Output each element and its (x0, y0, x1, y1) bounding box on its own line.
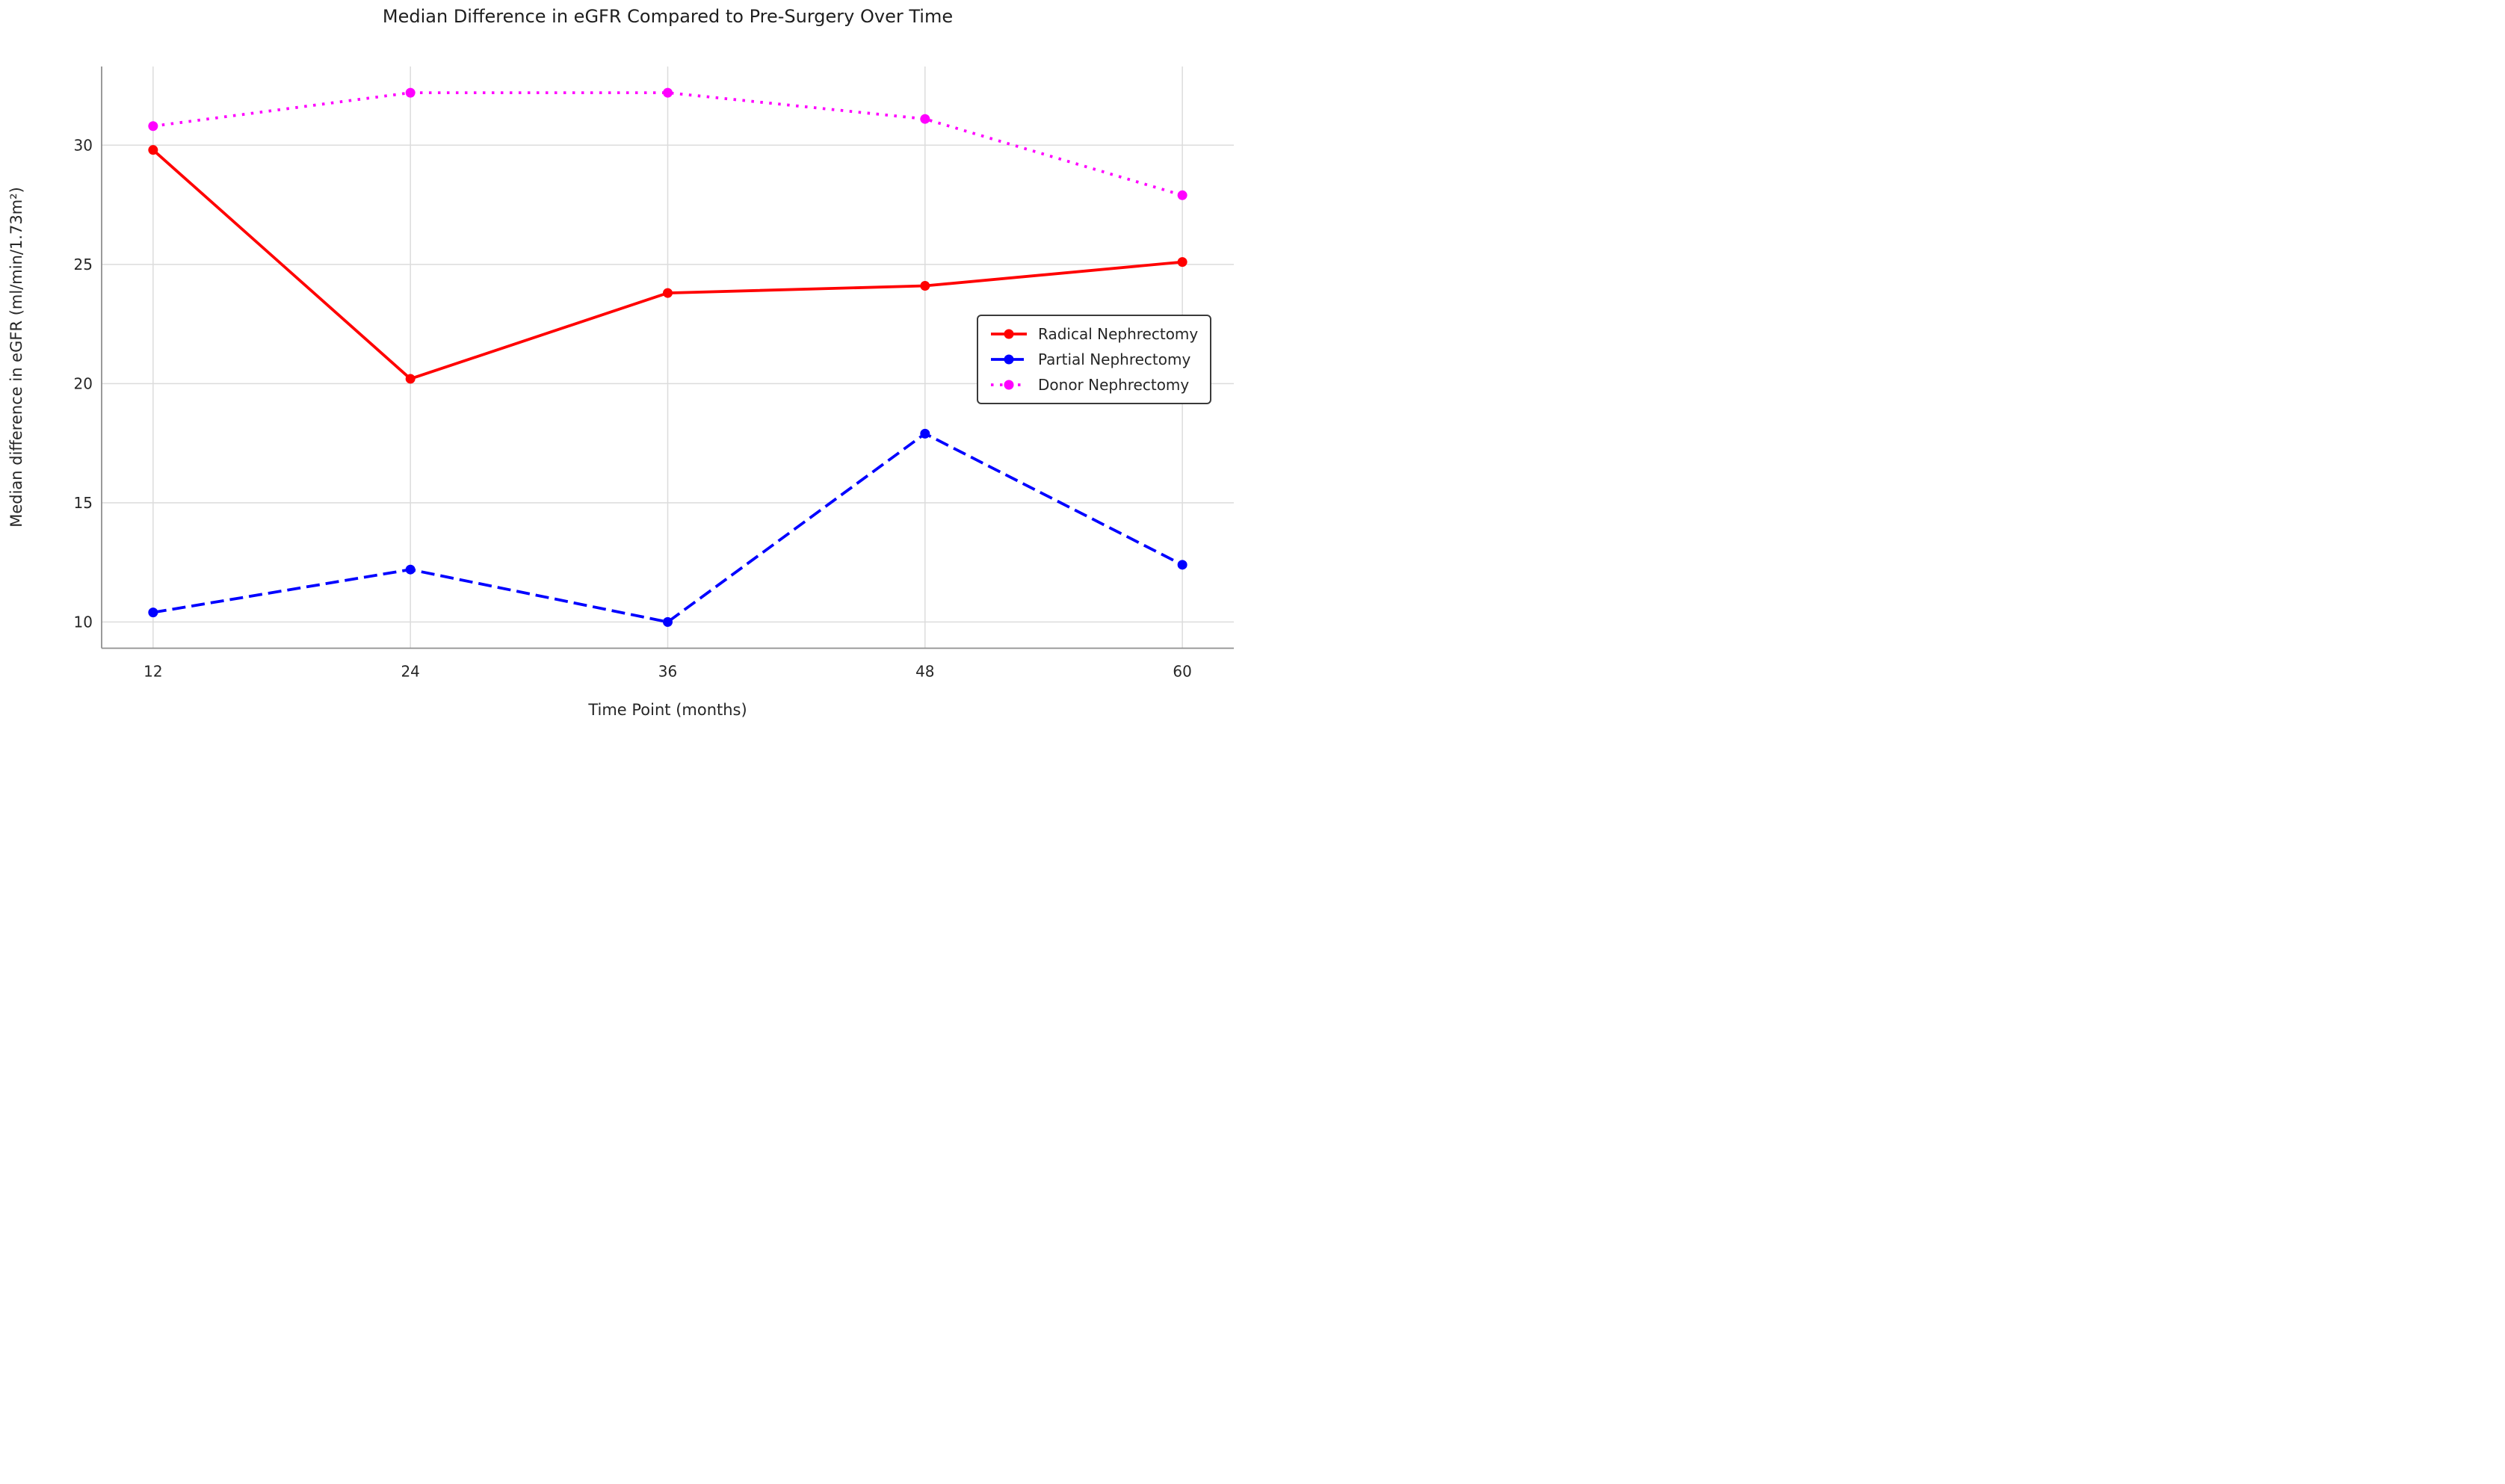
y-tick-label: 25 (74, 256, 93, 273)
y-tick-label: 20 (74, 374, 93, 392)
legend-item: Donor Nephrectomy (990, 376, 1198, 394)
legend-marker-icon (1004, 380, 1014, 390)
data-point-radical-nephrectomy (920, 281, 930, 291)
plot-area: 10 15 20 25 30 12 24 36 48 60 (74, 67, 1234, 681)
chart-title: Median Difference in eGFR Compared to Pr… (382, 6, 954, 27)
legend-marker-icon (1004, 354, 1014, 365)
x-tick-label: 36 (658, 663, 677, 681)
data-point-donor-nephrectomy (663, 87, 673, 98)
legend-item-label: Partial Nephrectomy (1038, 350, 1191, 368)
data-point-donor-nephrectomy (920, 114, 930, 124)
data-point-partial-nephrectomy (405, 564, 416, 575)
x-axis-label: Time Point (months) (588, 701, 747, 719)
legend-item-label: Radical Nephrectomy (1038, 325, 1199, 343)
data-point-partial-nephrectomy (663, 616, 673, 627)
data-point-donor-nephrectomy (148, 121, 158, 132)
legend: Radical Nephrectomy Partial Nephrectomy Do… (977, 315, 1212, 404)
data-point-donor-nephrectomy (1177, 190, 1187, 200)
data-point-radical-nephrectomy (148, 145, 158, 155)
x-tick-label: 24 (401, 663, 419, 681)
y-tick-label: 15 (74, 494, 93, 512)
data-point-partial-nephrectomy (148, 607, 158, 618)
legend-item: Partial Nephrectomy (990, 350, 1198, 368)
data-point-partial-nephrectomy (920, 428, 930, 439)
x-tick-label: 48 (915, 663, 934, 681)
x-tick-label: 60 (1173, 663, 1191, 681)
y-tick-label: 30 (74, 136, 93, 154)
x-tick-label: 12 (143, 663, 162, 681)
legend-marker-icon (1004, 329, 1014, 339)
data-point-radical-nephrectomy (405, 374, 416, 384)
data-point-donor-nephrectomy (405, 87, 416, 98)
legend-item-label: Donor Nephrectomy (1038, 376, 1190, 394)
data-point-radical-nephrectomy (663, 288, 673, 298)
series-line-donor-nephrectomy (152, 91, 1183, 197)
series-line-partial-nephrectomy (152, 432, 1183, 624)
data-point-radical-nephrectomy (1177, 257, 1187, 268)
legend-swatch-dashed-line-icon (991, 354, 1027, 365)
y-tick-label: 10 (74, 613, 93, 631)
legend-swatch-solid-line-icon (991, 329, 1027, 339)
data-point-partial-nephrectomy (1177, 560, 1187, 570)
legend-swatch-dotted-line-icon (991, 380, 1027, 390)
egfr-line-chart-figure: Median Difference in eGFR Compared to Pr… (0, 0, 1252, 742)
legend-item: Radical Nephrectomy (990, 325, 1198, 343)
